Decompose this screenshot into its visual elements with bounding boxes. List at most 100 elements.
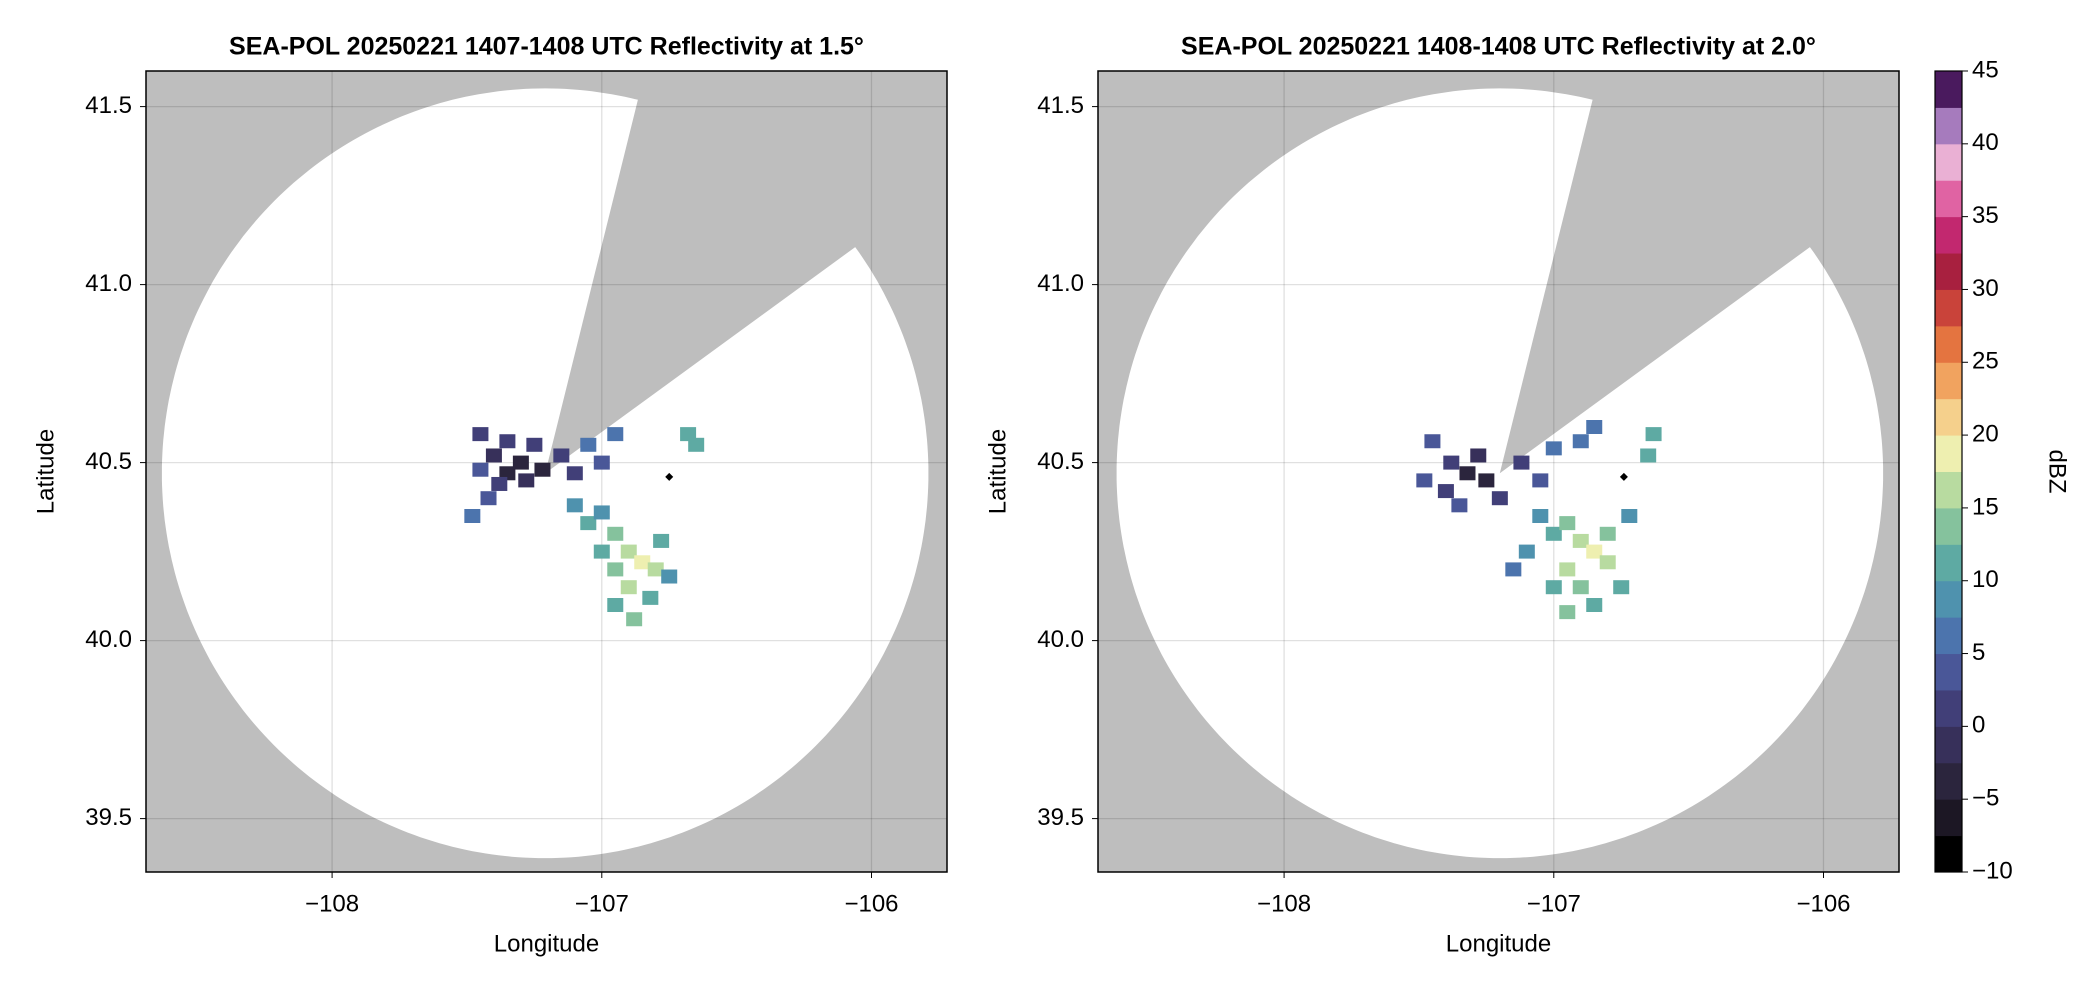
echo-cell [1599, 555, 1616, 570]
y-tick-label: 41.5 [1037, 92, 1084, 119]
colorbar-tick-label: 30 [1972, 275, 1999, 302]
echo-cell [518, 473, 535, 488]
y-tick-label: 39.5 [85, 804, 132, 831]
x-tick-label: −106 [844, 890, 898, 917]
echo-cell [593, 505, 610, 520]
echo-cell [688, 437, 705, 452]
echo-cell [607, 526, 624, 541]
echo-cell [1640, 448, 1657, 463]
echo-cell [593, 455, 610, 470]
axes-frame [145, 70, 948, 873]
echo-cell [1518, 544, 1535, 559]
echo-cell [620, 580, 637, 595]
echo-cell [1478, 473, 1495, 488]
echo-cell [472, 462, 489, 477]
colorbar-band [1935, 143, 1962, 181]
echo-cell [1545, 441, 1562, 456]
echo-cell [499, 466, 516, 481]
echo-cell [1416, 473, 1433, 488]
echo-cell [1424, 434, 1441, 449]
echo-cell [534, 462, 551, 477]
echo-cell [1559, 516, 1576, 531]
colorbar-band [1935, 544, 1962, 582]
echo-cell [1586, 544, 1603, 559]
colorbar-band [1935, 398, 1962, 436]
x-tick-label: −107 [575, 890, 629, 917]
chart-title: SEA-POL 20250221 1408-1408 UTC Reflectiv… [1181, 33, 1816, 61]
echo-cell [566, 466, 583, 481]
x-axis-label: Longitude [1446, 930, 1551, 957]
echo-cell [464, 509, 481, 523]
y-tick-label: 41.0 [85, 270, 132, 297]
y-tick-label: 41.0 [1037, 270, 1084, 297]
echo-cell [485, 448, 502, 463]
echo-cell [1621, 509, 1638, 523]
y-tick-label: 40.0 [1037, 626, 1084, 653]
echo-cell [607, 562, 624, 577]
echo-cell [1559, 605, 1576, 620]
echo-cell [1532, 509, 1549, 523]
colorbar-band [1935, 289, 1962, 327]
site-marker [1619, 472, 1628, 481]
echo-cell [580, 516, 597, 531]
echo-cell [1505, 562, 1522, 577]
echo-cell [680, 427, 697, 442]
colorbar-label: dBZ [2044, 449, 2071, 493]
echo-cell [1586, 598, 1603, 612]
echo-cell [580, 437, 597, 452]
echo-cell [512, 455, 529, 470]
plot-area [1098, 71, 1899, 872]
echo-cell [1459, 466, 1476, 481]
colorbar-tick-label: −10 [1972, 857, 2013, 884]
colorbar-band [1935, 507, 1962, 545]
colorbar-tick-label: 40 [1972, 129, 1999, 156]
echo-cell [480, 491, 497, 506]
colorbar-band [1935, 653, 1962, 691]
echo-cell [1559, 562, 1576, 577]
echo-cell [1572, 533, 1589, 548]
echo-cell [1613, 580, 1630, 595]
colorbar-band [1935, 107, 1962, 145]
x-tick-label: −106 [1796, 890, 1850, 917]
colorbar-band [1935, 726, 1962, 764]
echo-cell [626, 612, 643, 627]
radar-coverage [1116, 88, 1884, 859]
echo-cell [499, 434, 516, 449]
echo-cell [607, 427, 624, 442]
plot-area [146, 71, 947, 872]
echo-cell [1513, 455, 1530, 470]
x-tick-label: −108 [305, 890, 359, 917]
colorbar-band [1935, 216, 1962, 254]
echo-cell [1599, 526, 1616, 541]
colorbar-tick-label: 0 [1972, 712, 1985, 739]
chart-title: SEA-POL 20250221 1407-1408 UTC Reflectiv… [229, 33, 864, 61]
echo-cell [1443, 455, 1460, 470]
y-tick-label: 41.5 [85, 92, 132, 119]
colorbar-band [1935, 471, 1962, 509]
x-tick-label: −107 [1527, 890, 1581, 917]
y-tick-label: 39.5 [1037, 804, 1084, 831]
y-tick-label: 40.5 [85, 448, 132, 475]
colorbar-tick-label: 10 [1972, 566, 1999, 593]
echo-cell [1491, 491, 1508, 506]
echo-cell [620, 544, 637, 559]
echo-cell [1572, 580, 1589, 595]
colorbar-band [1935, 799, 1962, 837]
colorbar-band [1935, 435, 1962, 472]
y-tick-label: 40.0 [85, 626, 132, 653]
echo-cell [653, 533, 670, 548]
colorbar-frame [1934, 70, 1963, 873]
echo-cell [1572, 434, 1589, 449]
colorbar-band [1935, 180, 1962, 218]
echo-cell [661, 569, 678, 584]
colorbar-band [1935, 325, 1962, 363]
x-axis-label: Longitude [494, 930, 599, 957]
echo-cell [1437, 484, 1454, 499]
echo-cell [1586, 420, 1603, 434]
colorbar-tick-label: 45 [1972, 56, 1999, 83]
colorbar-tick-label: 25 [1972, 348, 1999, 375]
echo-cell [472, 427, 489, 442]
echo-cell [1545, 526, 1562, 541]
colorbar-band [1935, 617, 1962, 655]
colorbar-band [1935, 689, 1962, 727]
